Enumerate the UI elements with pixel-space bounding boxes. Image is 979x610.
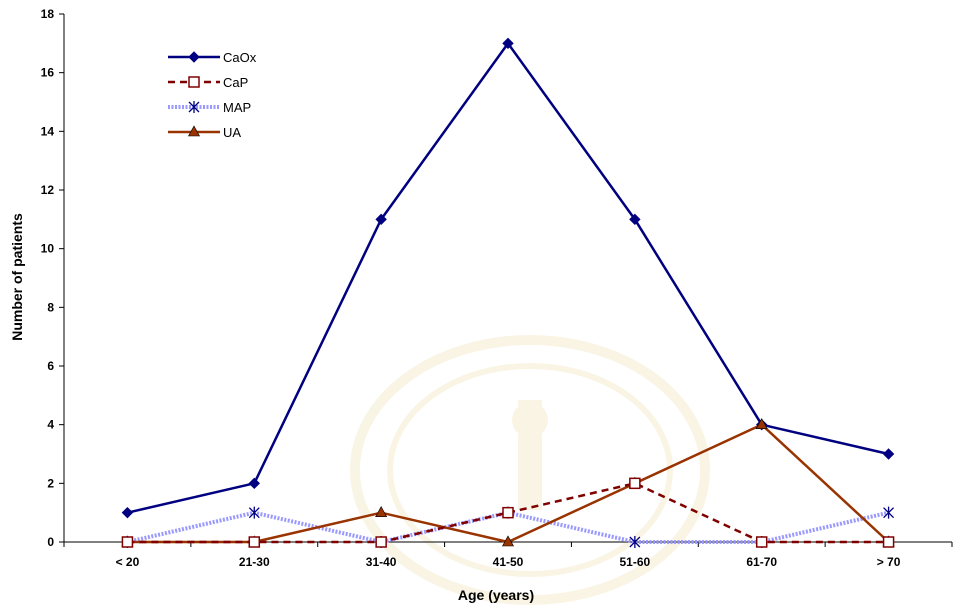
y-tick-label: 2 (47, 476, 54, 490)
data-point-caox (249, 478, 259, 488)
data-point-cap (122, 537, 132, 547)
series-line-ua (127, 425, 888, 542)
data-point-caox (884, 449, 894, 459)
legend-label-ua: UA (223, 125, 241, 140)
x-tick-label: > 70 (877, 555, 901, 569)
plot-area: 0 2 4 6 8 10 12 14 16 18 < 20 21-30 31-40 41-50 51-60 6… (41, 7, 952, 569)
data-point-cap (376, 537, 386, 547)
data-point-cap (249, 537, 259, 547)
y-tick-label: 14 (41, 124, 55, 138)
legend-marker-cap (189, 77, 199, 87)
x-tick-label: 21-30 (239, 555, 270, 569)
data-point-cap (630, 478, 640, 488)
data-point-cap (884, 537, 894, 547)
data-point-caox (122, 508, 132, 518)
y-tick-label: 0 (47, 535, 54, 549)
legend-marker-caox (189, 52, 199, 62)
y-tick-label: 4 (47, 418, 54, 432)
y-tick-label: 8 (47, 300, 54, 314)
x-tick-label: 61-70 (746, 555, 777, 569)
y-tick-label: 6 (47, 359, 54, 373)
y-tick-label: 18 (41, 7, 55, 21)
y-tick-label: 12 (41, 183, 55, 197)
y-tick-label: 16 (41, 66, 55, 80)
x-tick-label: < 20 (116, 555, 140, 569)
x-axis-title: Age (years) (458, 587, 534, 603)
legend-label-map: MAP (223, 100, 251, 115)
data-point-cap (757, 537, 767, 547)
x-tick-label: 41-50 (493, 555, 524, 569)
x-tick-label: 31-40 (366, 555, 397, 569)
data-point-cap (503, 508, 513, 518)
x-tick-label: 51-60 (620, 555, 651, 569)
legend-label-caox: CaOx (223, 50, 257, 65)
data-point-ua (376, 507, 387, 517)
legend-label-cap: CaP (223, 75, 248, 90)
y-tick-label: 10 (41, 242, 55, 256)
watermark-seal (355, 340, 705, 600)
y-axis-title: Number of patients (9, 213, 25, 341)
